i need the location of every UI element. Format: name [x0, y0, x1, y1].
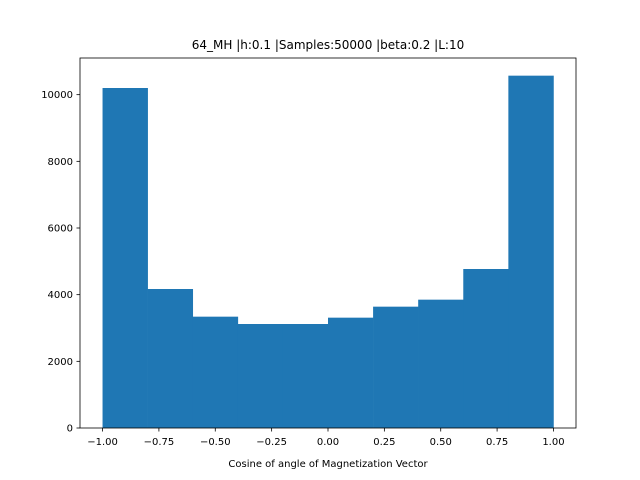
histogram-bar — [102, 88, 148, 428]
chart-title: 64_MH |h:0.1 |Samples:50000 |beta:0.2 |L… — [192, 38, 464, 52]
plot-frame — [79, 57, 577, 429]
histogram-bar — [373, 306, 419, 428]
x-tick-label: 0.50 — [430, 437, 452, 448]
y-tick-label: 10000 — [41, 90, 73, 101]
y-tick-label: 6000 — [48, 224, 73, 235]
histogram-bar — [147, 289, 194, 428]
x-tick-label: −0.25 — [256, 437, 287, 448]
histogram-bar — [418, 299, 464, 428]
bars-group — [102, 75, 554, 429]
x-axis-ticks: −1.00 −0.75 −0.50 −0.25 0.00 0.25 0.50 0.75 1.00 — [87, 428, 565, 448]
histogram-bar — [508, 75, 554, 429]
y-tick-label: 8000 — [48, 157, 73, 168]
x-tick-label: −1.00 — [87, 437, 118, 448]
histogram-bar — [328, 317, 374, 428]
x-tick-label: 1.00 — [542, 437, 564, 448]
y-tick-label: 4000 — [48, 290, 73, 301]
histogram-bar — [192, 316, 239, 428]
x-tick-label: 0.25 — [373, 437, 395, 448]
x-tick-label: 0.75 — [486, 437, 508, 448]
histogram-bar — [282, 324, 329, 428]
y-axis-ticks: 0 2000 4000 6000 8000 10000 — [41, 90, 80, 435]
histogram-bar — [463, 269, 509, 428]
x-tick-label: −0.50 — [200, 437, 231, 448]
y-tick-label: 2000 — [48, 357, 73, 368]
x-axis-title: Cosine of angle of Magnetization Vector — [228, 459, 428, 470]
histogram-bar — [237, 324, 284, 428]
y-tick-label: 0 — [67, 424, 73, 435]
x-tick-label: −0.75 — [144, 437, 175, 448]
x-tick-label: 0.00 — [317, 437, 339, 448]
